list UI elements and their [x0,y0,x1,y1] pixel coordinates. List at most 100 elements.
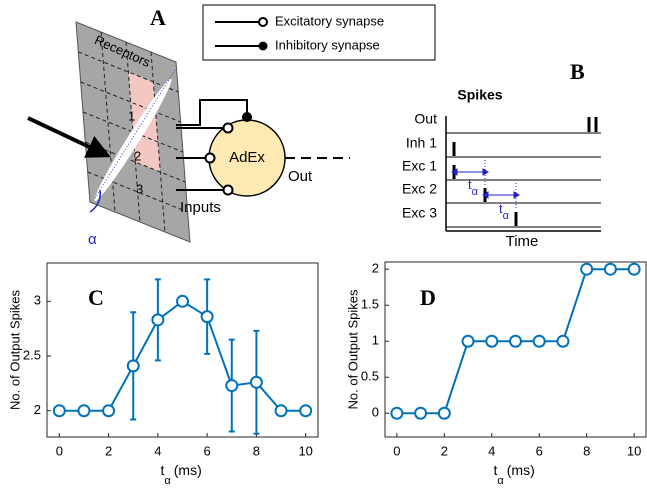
y-tick-label: 3 [34,293,41,308]
x-tick-label: 2 [105,443,112,458]
x-tick-label: 4 [154,443,161,458]
point [52,404,66,418]
delay-t: t [468,177,472,192]
x-label-sub: α [497,475,504,487]
legend-box [202,4,436,61]
point [225,379,239,393]
x-tick-label: 2 [441,443,448,458]
x-tick-label: 4 [488,443,495,458]
inhibitory-synapse [242,112,252,122]
x-label-unit: (ms) [174,462,202,478]
row-label: Exc 1 [402,158,437,174]
excitatory-synapse [222,122,234,134]
point [299,404,313,418]
point [414,406,428,420]
x-label-unit: (ms) [507,462,535,478]
legend: Excitatory synapse Inhibitory synapse [202,4,436,61]
x-tick-label: 6 [536,443,543,458]
cell-label: 1 [128,108,135,123]
line-chart: 2 2.5 3 0 2 4 6 8 10 No. of Output Spikes tα(ms) [7,262,319,487]
point [176,294,189,308]
panel-label: A [150,5,166,30]
delay-markers [451,160,520,209]
delay-label: tα [468,177,479,197]
x-tick-label: 8 [253,443,260,458]
panel-a: Receptors 1 2 3 α AdEx Out Inputs [27,22,350,248]
point [126,359,140,373]
panel-label: C [88,285,104,310]
x-tick-label: 0 [56,443,63,458]
legend-text: Excitatory synapse [275,13,384,28]
point [461,334,475,348]
row-label: Exc 3 [402,205,437,221]
stimulus-bar [94,78,172,202]
output-label: Out [288,168,313,185]
point [390,406,404,420]
x-tick-label: 10 [298,443,312,458]
legend-marker [258,17,268,27]
x-tick-label: 8 [583,443,590,458]
row-label: Inh 1 [406,135,437,151]
y-tick-label: 2 [372,261,379,276]
y-tick-label: 1 [372,333,379,348]
x-tick-label: 6 [204,443,211,458]
delay-sub: α [503,210,510,222]
point [485,334,499,348]
y-tick-label: 0.5 [361,369,379,384]
line-chart: 0 0.5 1 1.5 2 0 2 4 6 8 10 No. of Output Spikes tα(m… [345,261,647,487]
panel-label: D [420,285,436,310]
point [151,313,165,327]
point [249,375,263,389]
x-axis-label: tα(ms) [161,462,202,487]
x-axis-label: tα(ms) [494,462,535,487]
point [102,404,116,418]
point [437,406,451,420]
plot-area [46,262,319,438]
point [509,334,522,348]
connections [176,99,350,191]
x-label-var: t [494,462,498,478]
delay-sub: α [472,186,479,198]
point [200,310,214,324]
point [603,262,617,276]
row-label: Exc 2 [402,181,437,197]
neuron-label: AdEx [229,149,265,166]
series-line [59,300,306,412]
excitatory-synapse [222,184,234,196]
x-label-sub: α [164,475,171,487]
y-tick-label: 1.5 [361,297,379,312]
y-tick-label: 2 [34,402,41,417]
angle-label: α [88,231,97,248]
point [627,262,641,276]
excitatory-synapse [204,152,216,164]
y-axis-label: No. of Output Spikes [7,290,22,410]
time-label: Time [506,233,539,250]
plot-area [384,261,647,438]
inputs-label: Inputs [180,199,221,216]
y-tick-label: 2.5 [23,347,41,362]
row-label: Out [414,111,437,127]
legend-marker [258,41,268,51]
x-tick-label: 0 [393,443,400,458]
x-label-var: t [161,462,165,478]
y-axis-label: No. of Output Spikes [345,289,360,409]
cell-label: 2 [134,148,141,163]
y-tick-label: 0 [372,405,379,420]
point [274,404,288,418]
legend-text: Inhibitory synapse [275,37,380,52]
point [532,334,546,348]
spikes-title: Spikes [457,87,502,103]
delay-t: t [499,201,503,216]
cell-label: 3 [136,181,143,196]
point [556,334,570,348]
raster-lines [445,116,601,232]
panel-label: B [570,59,585,84]
point [77,404,91,418]
panel-b: Spikes Out Inh 1 Exc 1 Exc 2 Exc 3 [402,87,601,250]
stimulus-axis [94,69,176,199]
x-tick-label: 10 [627,443,641,458]
delay-label: tα [499,201,510,221]
stimulus-arrow [27,116,111,158]
